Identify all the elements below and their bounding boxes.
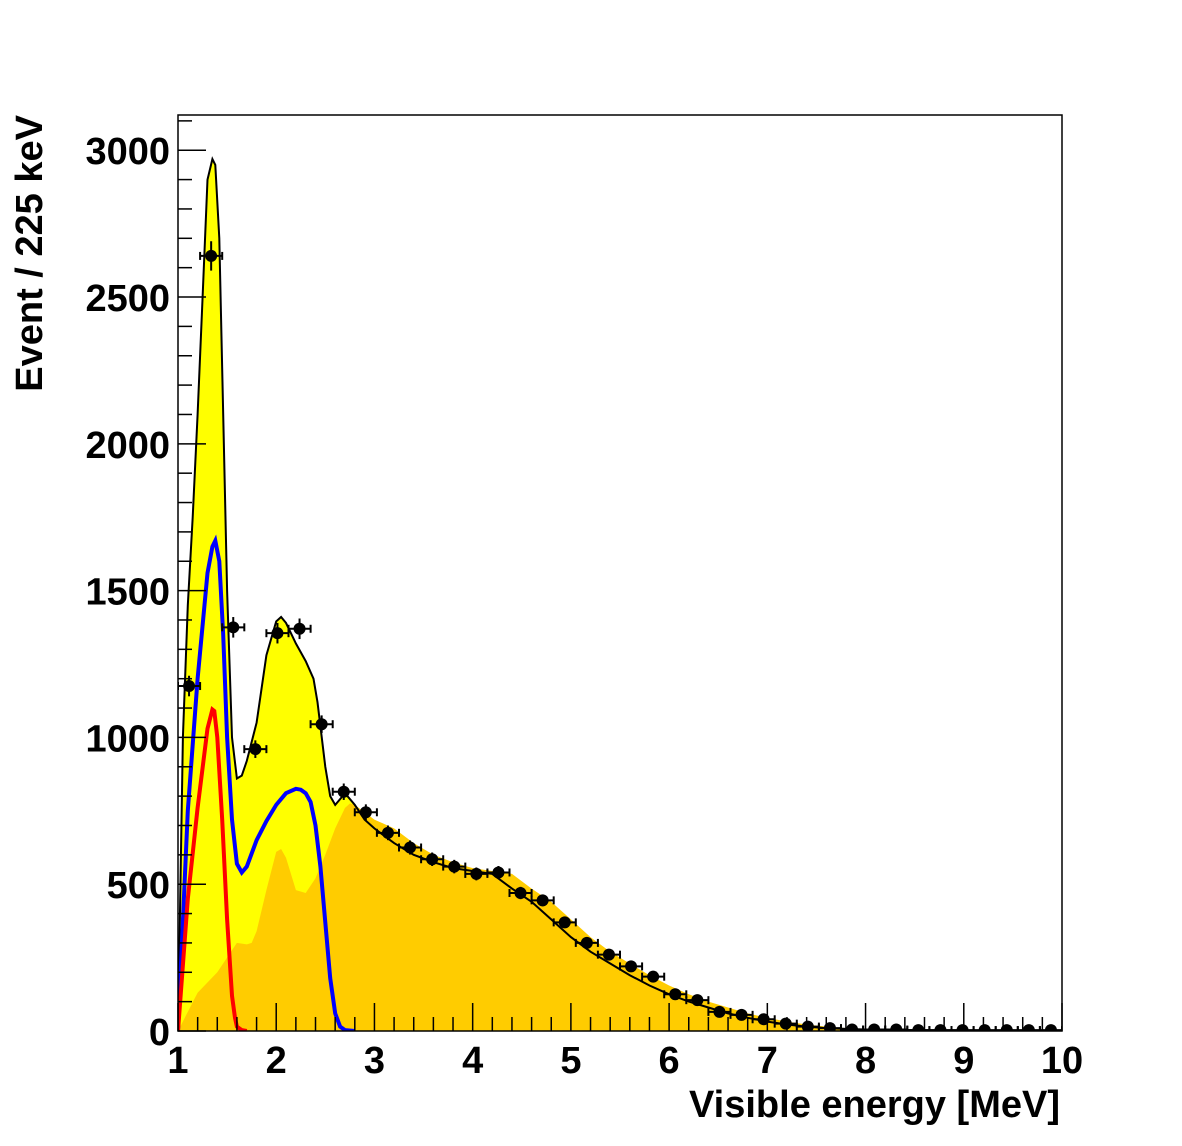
y-tick-label: 500 (107, 865, 170, 907)
data-point (862, 1023, 887, 1031)
data-point (574, 936, 599, 949)
data-point (972, 1024, 997, 1031)
data-point (331, 783, 356, 800)
data-point (398, 840, 423, 855)
y-axis-ticks (178, 120, 206, 1032)
y-tick-label: 2000 (85, 425, 170, 467)
data-point (928, 1024, 953, 1031)
data-point (884, 1023, 909, 1031)
data-point (353, 804, 378, 821)
y-tick-label: 0 (149, 1012, 170, 1054)
y-tick-label: 1000 (85, 718, 170, 760)
y-axis-tick-labels: 0 500 1000 1500 2000 2500 3000 (85, 131, 170, 1054)
x-tick-label: 2 (266, 1040, 287, 1082)
data-point (287, 618, 312, 640)
x-tick-label: 6 (659, 1040, 680, 1082)
data-point (486, 866, 511, 879)
x-tick-label: 8 (855, 1040, 876, 1082)
x-tick-label: 3 (364, 1040, 385, 1082)
data-point (375, 825, 400, 841)
data-point (619, 960, 644, 973)
data-point (685, 994, 710, 1007)
data-point (420, 852, 445, 867)
data-point (950, 1024, 975, 1031)
data-point (221, 617, 246, 638)
x-tick-label: 9 (953, 1040, 974, 1082)
x-tick-label: 10 (1041, 1040, 1083, 1082)
data-point (442, 859, 467, 874)
data-point (1038, 1024, 1062, 1031)
data-points (178, 241, 1062, 1031)
data-point (641, 970, 666, 983)
data-point (199, 241, 224, 271)
data-point (994, 1024, 1019, 1031)
data-point (309, 715, 334, 734)
data-point (906, 1024, 931, 1031)
x-axis-ticks (177, 1003, 1063, 1031)
data-point (530, 894, 555, 907)
x-axis-label: Visible energy [MeV] (689, 1084, 1060, 1126)
blue-component-curve (178, 534, 355, 1031)
plot-area (178, 156, 1062, 1031)
y-tick-label: 2500 (85, 278, 170, 320)
y-tick-label: 3000 (85, 131, 170, 173)
data-point (840, 1023, 865, 1031)
background-fill-area (178, 803, 1062, 1031)
x-tick-label: 4 (462, 1040, 483, 1082)
x-axis-tick-labels: 1 2 3 4 5 6 7 8 9 10 (167, 1040, 1083, 1082)
plot-frame (177, 114, 1063, 1032)
data-point (552, 916, 577, 929)
y-axis-label: Event / 225 keV (9, 114, 51, 391)
x-tick-label: 7 (757, 1040, 778, 1082)
data-point (817, 1022, 842, 1031)
y-tick-label: 1500 (85, 572, 170, 614)
data-point (243, 740, 268, 758)
data-point (508, 886, 533, 900)
data-point (596, 948, 621, 961)
x-tick-label: 5 (560, 1040, 581, 1082)
data-point (464, 867, 489, 881)
x-tick-label: 1 (167, 1040, 188, 1082)
data-point (1016, 1024, 1041, 1031)
